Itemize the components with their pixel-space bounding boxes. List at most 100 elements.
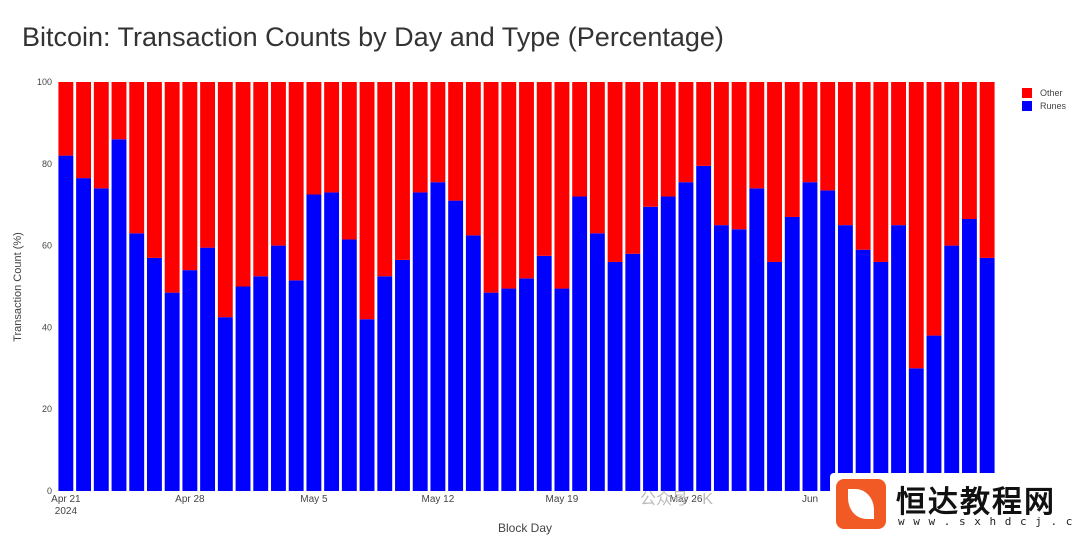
bar-other-15[interactable]: [324, 82, 340, 193]
bar-other-35[interactable]: [678, 82, 694, 183]
bar-other-17[interactable]: [359, 82, 375, 320]
bar-other-48[interactable]: [908, 82, 924, 369]
bar-other-29[interactable]: [572, 82, 588, 197]
bar-other-5[interactable]: [147, 82, 162, 258]
bar-runes-6[interactable]: [164, 292, 180, 491]
bar-runes-49[interactable]: [926, 335, 942, 491]
bar-other-2[interactable]: [93, 82, 109, 189]
legend-swatch-runes[interactable]: [1022, 101, 1032, 111]
bar-other-18[interactable]: [377, 82, 393, 277]
bar-runes-10[interactable]: [235, 286, 251, 492]
bar-other-19[interactable]: [395, 82, 410, 260]
bar-other-50[interactable]: [944, 82, 960, 246]
bar-runes-48[interactable]: [908, 368, 924, 491]
bar-other-22[interactable]: [448, 82, 464, 201]
bar-runes-37[interactable]: [713, 225, 729, 491]
bar-runes-31[interactable]: [607, 261, 623, 491]
bar-other-16[interactable]: [341, 82, 357, 240]
bar-runes-35[interactable]: [678, 182, 694, 491]
legend[interactable]: Other Runes: [1022, 88, 1067, 111]
legend-swatch-other[interactable]: [1022, 88, 1032, 98]
bar-runes-33[interactable]: [643, 206, 658, 491]
bar-other-20[interactable]: [412, 82, 428, 193]
bar-other-11[interactable]: [253, 82, 269, 277]
bar-runes-15[interactable]: [324, 192, 340, 491]
bar-runes-0[interactable]: [58, 155, 74, 491]
bar-runes-47[interactable]: [891, 225, 906, 491]
bar-other-32[interactable]: [625, 82, 641, 254]
bar-runes-28[interactable]: [554, 288, 570, 491]
bar-runes-50[interactable]: [944, 245, 960, 491]
bar-runes-43[interactable]: [820, 190, 836, 491]
bar-other-6[interactable]: [164, 82, 180, 293]
bar-runes-45[interactable]: [855, 249, 871, 491]
bar-other-49[interactable]: [926, 82, 942, 336]
bar-runes-7[interactable]: [182, 270, 198, 491]
bar-runes-26[interactable]: [519, 278, 534, 491]
bar-other-28[interactable]: [554, 82, 570, 289]
bar-runes-21[interactable]: [430, 182, 446, 491]
bar-runes-2[interactable]: [93, 188, 109, 491]
bar-runes-32[interactable]: [625, 253, 641, 491]
bar-runes-34[interactable]: [660, 196, 676, 491]
bar-other-40[interactable]: [767, 82, 782, 262]
bar-runes-41[interactable]: [784, 216, 800, 491]
bar-other-44[interactable]: [837, 82, 853, 226]
bar-runes-46[interactable]: [873, 261, 889, 491]
bar-runes-13[interactable]: [288, 280, 304, 491]
bar-other-51[interactable]: [961, 82, 977, 220]
bar-other-4[interactable]: [129, 82, 145, 234]
bar-runes-14[interactable]: [306, 194, 322, 492]
bar-other-9[interactable]: [217, 82, 233, 318]
bar-other-41[interactable]: [784, 82, 800, 217]
bar-other-8[interactable]: [200, 82, 216, 248]
bar-runes-27[interactable]: [536, 255, 552, 491]
bar-runes-44[interactable]: [837, 225, 853, 491]
bar-other-7[interactable]: [182, 82, 198, 271]
bar-other-33[interactable]: [643, 82, 658, 207]
bar-other-12[interactable]: [271, 82, 286, 246]
bar-runes-4[interactable]: [129, 233, 145, 491]
bar-runes-18[interactable]: [377, 276, 393, 491]
bar-runes-1[interactable]: [76, 178, 92, 491]
bar-other-13[interactable]: [288, 82, 304, 281]
bar-other-45[interactable]: [855, 82, 871, 250]
bar-other-25[interactable]: [501, 82, 517, 289]
bar-other-46[interactable]: [873, 82, 889, 262]
bar-other-30[interactable]: [589, 82, 605, 234]
bar-runes-25[interactable]: [501, 288, 517, 491]
bar-other-27[interactable]: [536, 82, 552, 256]
bar-runes-36[interactable]: [696, 165, 712, 491]
bar-other-3[interactable]: [111, 82, 127, 140]
bar-runes-30[interactable]: [589, 233, 605, 491]
bar-runes-5[interactable]: [147, 257, 162, 491]
bar-other-31[interactable]: [607, 82, 623, 262]
bar-runes-51[interactable]: [961, 219, 977, 491]
bar-other-52[interactable]: [979, 82, 995, 258]
bar-runes-12[interactable]: [271, 245, 286, 491]
bar-other-23[interactable]: [465, 82, 481, 236]
bar-runes-11[interactable]: [253, 276, 269, 491]
bar-runes-16[interactable]: [341, 239, 357, 491]
bar-other-36[interactable]: [696, 82, 712, 166]
bar-other-34[interactable]: [660, 82, 676, 197]
bar-other-14[interactable]: [306, 82, 322, 195]
bar-other-26[interactable]: [519, 82, 534, 279]
bar-runes-38[interactable]: [731, 229, 747, 492]
bar-runes-42[interactable]: [802, 182, 818, 491]
bar-runes-23[interactable]: [465, 235, 481, 492]
legend-label-other[interactable]: Other: [1040, 88, 1063, 98]
bar-other-0[interactable]: [58, 82, 74, 156]
bar-runes-52[interactable]: [979, 257, 995, 491]
bar-runes-22[interactable]: [448, 200, 464, 492]
bar-runes-19[interactable]: [395, 259, 410, 491]
bar-other-10[interactable]: [235, 82, 251, 287]
bar-runes-17[interactable]: [359, 319, 375, 491]
bar-runes-29[interactable]: [572, 196, 588, 491]
bar-other-43[interactable]: [820, 82, 836, 191]
bar-runes-39[interactable]: [749, 188, 765, 491]
legend-label-runes[interactable]: Runes: [1040, 101, 1067, 111]
bar-other-38[interactable]: [731, 82, 747, 230]
bar-runes-3[interactable]: [111, 139, 127, 491]
bar-runes-40[interactable]: [767, 261, 782, 491]
